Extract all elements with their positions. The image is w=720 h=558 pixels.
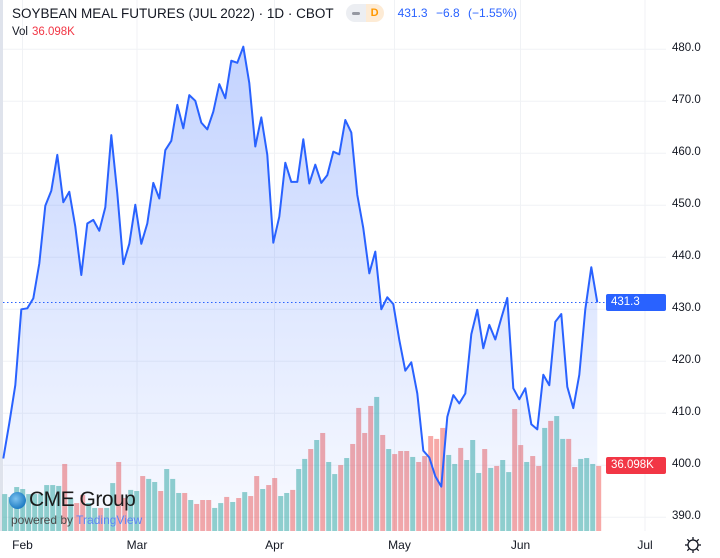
price-tick-label: 420.0 [672, 354, 701, 367]
left-edge [0, 0, 3, 531]
price-tick-label: 390.0 [672, 510, 701, 523]
price-tick-label: 480.0 [672, 42, 701, 55]
gear-icon[interactable] [684, 536, 702, 554]
price-change: −6.8 [435, 6, 460, 20]
price-tick-label: 430.0 [672, 302, 701, 315]
volume-value: 36.098K [32, 26, 75, 38]
chart-legend: SOYBEAN MEAL FUTURES (JUL 2022) · 1D · C… [12, 4, 522, 22]
price-tick-label: 400.0 [672, 458, 701, 471]
time-tick-label: Jun [510, 538, 531, 552]
price-tick-label: 450.0 [672, 198, 701, 211]
time-tick-label: Jul [637, 538, 653, 552]
price-tick-label: 470.0 [672, 94, 701, 107]
price-change-pct: (−1.55%) [468, 6, 518, 20]
market-status-badge[interactable]: D [345, 4, 384, 22]
time-tick-label: Feb [12, 538, 33, 552]
price-tick-label: 440.0 [672, 250, 701, 263]
globe-icon [9, 491, 26, 509]
volume-legend: Vol 36.098K [12, 26, 75, 38]
delayed-badge: D [365, 4, 384, 22]
price-line [2, 45, 599, 488]
volume-value-label: 36.098K [606, 457, 666, 474]
cme-tradingview-logo[interactable]: CME Group powered by TradingView [9, 488, 142, 527]
price-tick-label: 460.0 [672, 146, 701, 159]
time-tick-label: May [388, 538, 411, 552]
minus-icon [345, 4, 366, 22]
time-tick-label: Apr [265, 538, 284, 552]
logo-powered-by: powered by [11, 513, 74, 527]
price-tick-label: 490.0 [672, 0, 701, 2]
last-price-label: 431.3 [606, 294, 666, 311]
quote: 431.3 −6.8 (−1.55%) [398, 6, 522, 20]
logo-brand: CME Group [29, 488, 136, 511]
price-area-fill [3, 46, 598, 531]
volume-label: Vol [12, 26, 28, 38]
symbol-title[interactable]: SOYBEAN MEAL FUTURES (JUL 2022) · 1D · C… [12, 5, 334, 21]
volume-bar [596, 465, 602, 531]
price-tick-label: 410.0 [672, 406, 701, 419]
last-price: 431.3 [397, 6, 428, 20]
logo-tradingview: TradingView [76, 513, 143, 527]
time-tick-label: Mar [126, 538, 148, 552]
